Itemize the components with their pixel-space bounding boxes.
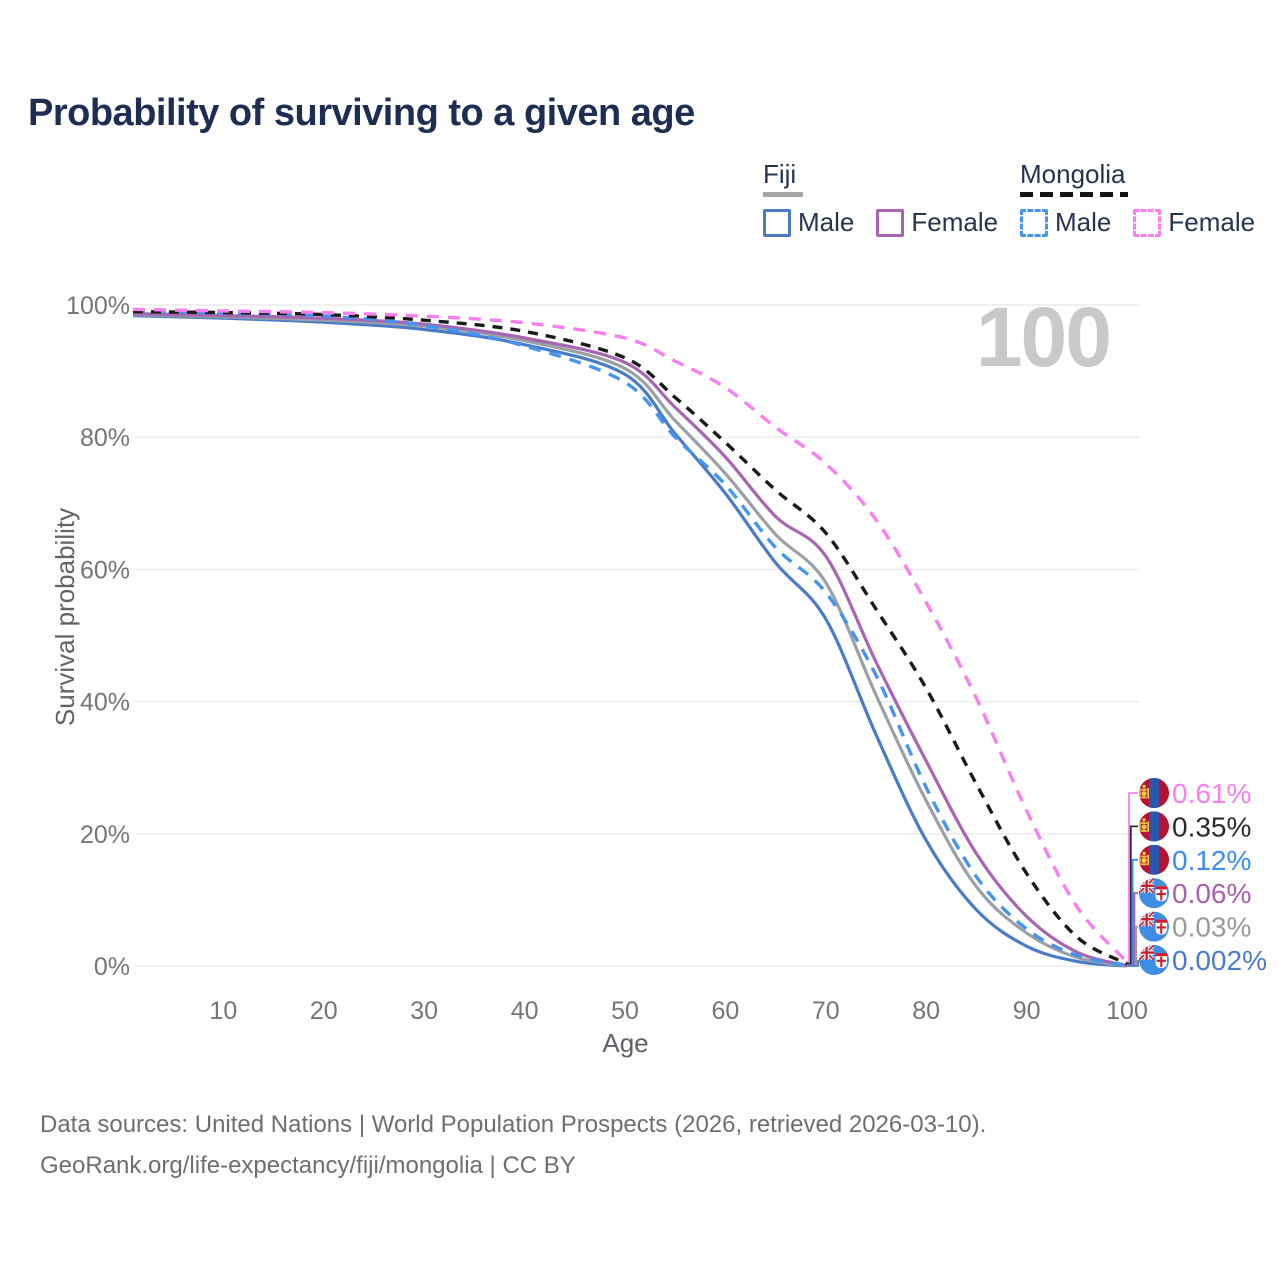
- x-tick-label: 70: [812, 997, 840, 1025]
- fiji-flag-icon: [1139, 945, 1169, 975]
- fiji-female-swatch-icon: [876, 208, 905, 237]
- y-tick-label: 0%: [94, 953, 130, 981]
- mongolia-flag-icon: [1139, 778, 1169, 808]
- end-label-connector: [1127, 960, 1139, 967]
- x-tick-label: 40: [511, 997, 539, 1025]
- x-tick-label: 50: [611, 997, 639, 1025]
- y-axis-title: Survival probability: [50, 507, 80, 727]
- footer: Data sources: United Nations | World Pop…: [40, 1104, 1240, 1186]
- y-tick-label: 20%: [80, 821, 130, 849]
- end-label-mongolia-male: 0.12%: [1172, 845, 1251, 876]
- x-tick-label: 60: [711, 997, 739, 1025]
- end-label-fiji-male: 0.002%: [1172, 945, 1267, 976]
- mongolia-flag-icon: [1139, 811, 1169, 842]
- curve-fiji-female[interactable]: [132, 312, 1128, 968]
- legend-item-fiji-female[interactable]: Female: [876, 207, 998, 238]
- union-jack-canton: [1139, 911, 1154, 927]
- x-tick-label: 30: [410, 997, 438, 1025]
- legend-label-mongolia-male: Male: [1055, 207, 1112, 237]
- fiji-flag-icon: [1139, 878, 1169, 909]
- footer-attribution-line: GeoRank.org/life-expectancy/fiji/mongoli…: [40, 1152, 576, 1179]
- legend-label-fiji-male: Male: [798, 207, 855, 237]
- legend-item-fiji-male[interactable]: Male: [763, 207, 854, 238]
- end-label-fiji-total: 0.03%: [1172, 912, 1251, 943]
- curve-fiji-total[interactable]: [132, 313, 1128, 968]
- y-tick-label: 100%: [66, 292, 130, 320]
- end-label-fiji-female: 0.06%: [1172, 878, 1251, 909]
- x-tick-label: 10: [209, 997, 237, 1025]
- page-title: Probability of surviving to a given age: [28, 92, 695, 134]
- footer-sources-line: Data sources: United Nations | World Pop…: [40, 1111, 987, 1138]
- legend-item-mongolia-female[interactable]: Female: [1133, 207, 1255, 238]
- union-jack-canton: [1139, 945, 1154, 960]
- curve-fiji-male[interactable]: [132, 314, 1128, 968]
- age-counter: 100: [975, 290, 1112, 384]
- curve-mongolia-male[interactable]: [132, 309, 1128, 967]
- fiji-male-swatch-icon: [763, 208, 791, 237]
- x-axis-title: Age: [602, 1028, 649, 1058]
- mongolia-line-style-swatch: [1020, 192, 1128, 197]
- x-tick-label: 20: [310, 997, 338, 1025]
- legend-item-mongolia-male[interactable]: Male: [1020, 207, 1111, 238]
- legend-label-mongolia-female: Female: [1168, 207, 1256, 237]
- y-tick-label: 40%: [80, 689, 130, 717]
- fiji-flag-icon: [1139, 911, 1169, 942]
- mongolia-female-swatch-icon: [1133, 208, 1162, 237]
- fiji-line-style-swatch: [763, 192, 803, 197]
- end-label-connector: [1127, 792, 1138, 963]
- legend-header-mongolia: Mongolia: [1020, 159, 1126, 189]
- legend-header-fiji: Fiji: [763, 159, 797, 189]
- x-tick-label: 90: [1013, 997, 1041, 1025]
- mongolia-male-swatch-icon: [1020, 208, 1048, 237]
- end-label-connector: [1127, 825, 1138, 965]
- mongolia-flag-icon: [1139, 844, 1169, 875]
- end-label-mongolia-female: 0.61%: [1172, 778, 1251, 809]
- y-tick-label: 80%: [80, 424, 130, 452]
- union-jack-canton: [1139, 878, 1154, 894]
- curve-mongolia-female[interactable]: [132, 307, 1129, 964]
- curve-mongolia-total[interactable]: [132, 309, 1128, 966]
- legend-label-fiji-female: Female: [911, 207, 999, 237]
- x-tick-label: 80: [912, 997, 940, 1025]
- legend: Fiji Male Female Mongolia Male Female: [0, 160, 1280, 250]
- x-tick-label: 100: [1106, 997, 1148, 1025]
- legend-group-mongolia: Mongolia Male Female: [1020, 160, 1277, 238]
- end-label-mongolia-total: 0.35%: [1172, 811, 1251, 842]
- y-tick-label: 60%: [80, 556, 130, 584]
- legend-group-fiji: Fiji Male Female: [763, 160, 1020, 238]
